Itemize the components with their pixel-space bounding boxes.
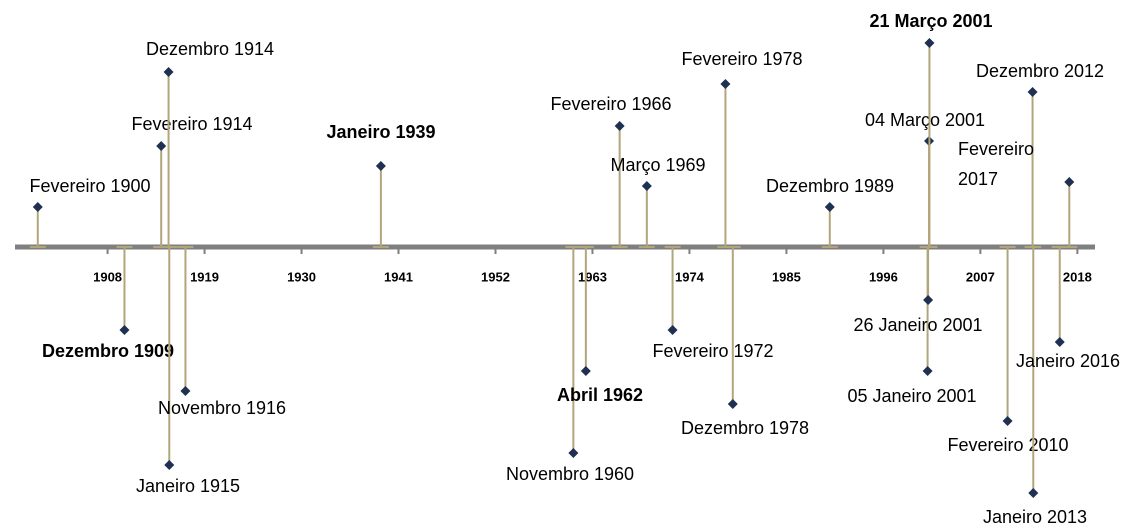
x-tick-label: 1974 (675, 269, 705, 284)
x-tick-label: 2007 (966, 269, 995, 284)
event-label: Abril 1962 (557, 385, 643, 405)
event-label: Março 1969 (610, 155, 705, 175)
event-label: Janeiro 2013 (983, 507, 1087, 527)
event-label: Fevereiro 1966 (550, 94, 671, 114)
x-tick-label: 1919 (190, 269, 219, 284)
event-label: Fevereiro 1900 (29, 176, 150, 196)
event-marker (119, 325, 130, 335)
event-marker (720, 79, 731, 89)
event-marker (641, 181, 652, 191)
event-label: 21 Março 2001 (869, 11, 992, 31)
event-marker (922, 366, 933, 376)
event-marker (667, 325, 678, 335)
event-label: Dezembro 1989 (766, 176, 894, 196)
event-marker (614, 121, 625, 131)
event-marker (824, 202, 835, 212)
x-tick-label: 1930 (287, 269, 316, 284)
event-label: 04 Março 2001 (865, 110, 985, 130)
event-label: Dezembro 1914 (146, 39, 274, 59)
event-marker (924, 38, 935, 48)
event-marker (1028, 488, 1039, 498)
x-tick-label: 1952 (481, 269, 510, 284)
event-label: Janeiro 1915 (136, 476, 240, 496)
event-marker (1027, 87, 1038, 97)
event-label: Fevereiro 1914 (131, 114, 252, 134)
event-marker (580, 366, 591, 376)
event-label: Dezembro 2012 (976, 61, 1104, 81)
event-label: Janeiro 2016 (1016, 351, 1120, 371)
x-tick-label: 1985 (772, 269, 801, 284)
event-marker (727, 399, 738, 409)
event-label: 05 Janeiro 2001 (847, 386, 976, 406)
event-label: Janeiro 1939 (326, 122, 435, 142)
x-tick-label: 1941 (384, 269, 413, 284)
event-marker (164, 460, 175, 470)
event-marker (1002, 416, 1013, 426)
event-marker (568, 448, 579, 458)
x-tick-label: 1908 (93, 269, 122, 284)
event-marker (180, 386, 191, 396)
event-marker (923, 295, 934, 305)
event-label-line: 2017 (958, 169, 998, 189)
event-marker (32, 202, 43, 212)
event-marker (1064, 177, 1075, 187)
event-marker (163, 67, 174, 77)
event-label: Fevereiro 1978 (681, 49, 802, 69)
event-label: Dezembro 1978 (681, 418, 809, 438)
event-marker (375, 161, 386, 171)
event-label-line: Fevereiro (958, 139, 1034, 159)
x-tick-label: 2018 (1063, 269, 1092, 284)
event-label: Novembro 1916 (158, 398, 286, 418)
event-marker (156, 141, 167, 151)
event-label: Fevereiro 1972 (652, 341, 773, 361)
event-label: 26 Janeiro 2001 (853, 315, 982, 335)
event-label: Fevereiro 2010 (947, 435, 1068, 455)
x-tick-label: 1963 (578, 269, 607, 284)
event-label: Fevereiro 2017 (958, 139, 1034, 189)
event-marker (1054, 337, 1065, 347)
x-tick-label: 1996 (869, 269, 898, 284)
event-label: Dezembro 1909 (42, 341, 174, 361)
event-label: Novembro 1960 (506, 464, 634, 484)
